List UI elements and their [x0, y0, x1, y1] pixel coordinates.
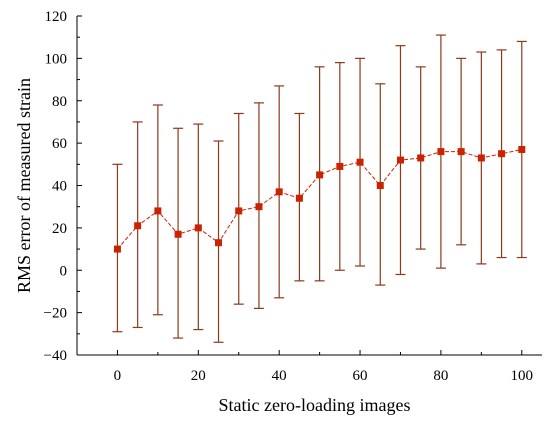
axes: −40 −20 0 20 40 60 80 100 120 0 20 40 60 80 100	[44, 9, 542, 384]
x-tick-label: 20	[191, 368, 206, 384]
data-point	[437, 148, 445, 156]
data-point	[134, 222, 142, 230]
data-point	[215, 239, 223, 247]
data-point	[457, 148, 465, 156]
x-tick-label: 40	[272, 368, 287, 384]
x-tick-label: 80	[433, 368, 448, 384]
x-tick-label: 100	[511, 368, 534, 384]
data-point	[295, 194, 303, 202]
data-point	[356, 158, 364, 166]
data-point	[194, 224, 202, 232]
y-tick-label: 100	[45, 51, 68, 67]
y-axis-title: RMS error of measured strain	[14, 78, 34, 293]
data-point	[113, 245, 121, 253]
y-tick-label: 80	[52, 94, 67, 110]
y-tick-label: 60	[52, 136, 67, 152]
plot-area	[112, 34, 527, 343]
data-point	[518, 145, 526, 153]
data-point	[154, 207, 162, 215]
data-point	[336, 162, 344, 170]
data-point	[174, 230, 182, 238]
data-point	[235, 207, 243, 215]
data-point	[477, 154, 485, 162]
data-point	[316, 171, 324, 179]
data-point	[417, 154, 425, 162]
data-point	[498, 150, 506, 158]
data-point	[255, 203, 263, 211]
series-line	[117, 148, 522, 250]
x-axis-title: Static zero-loading images	[219, 395, 411, 415]
y-tick-label: 0	[60, 263, 68, 279]
y-tick-label: −40	[44, 348, 67, 364]
x-tick-label: 0	[114, 368, 122, 384]
y-tick-label: 120	[45, 9, 68, 25]
x-tick-label: 60	[353, 368, 368, 384]
data-point	[275, 188, 283, 196]
data-point	[396, 156, 404, 164]
data-point	[376, 182, 384, 189]
y-tick-label: 40	[52, 179, 67, 195]
y-tick-label: 20	[52, 221, 67, 237]
y-tick-label: −20	[44, 306, 67, 322]
